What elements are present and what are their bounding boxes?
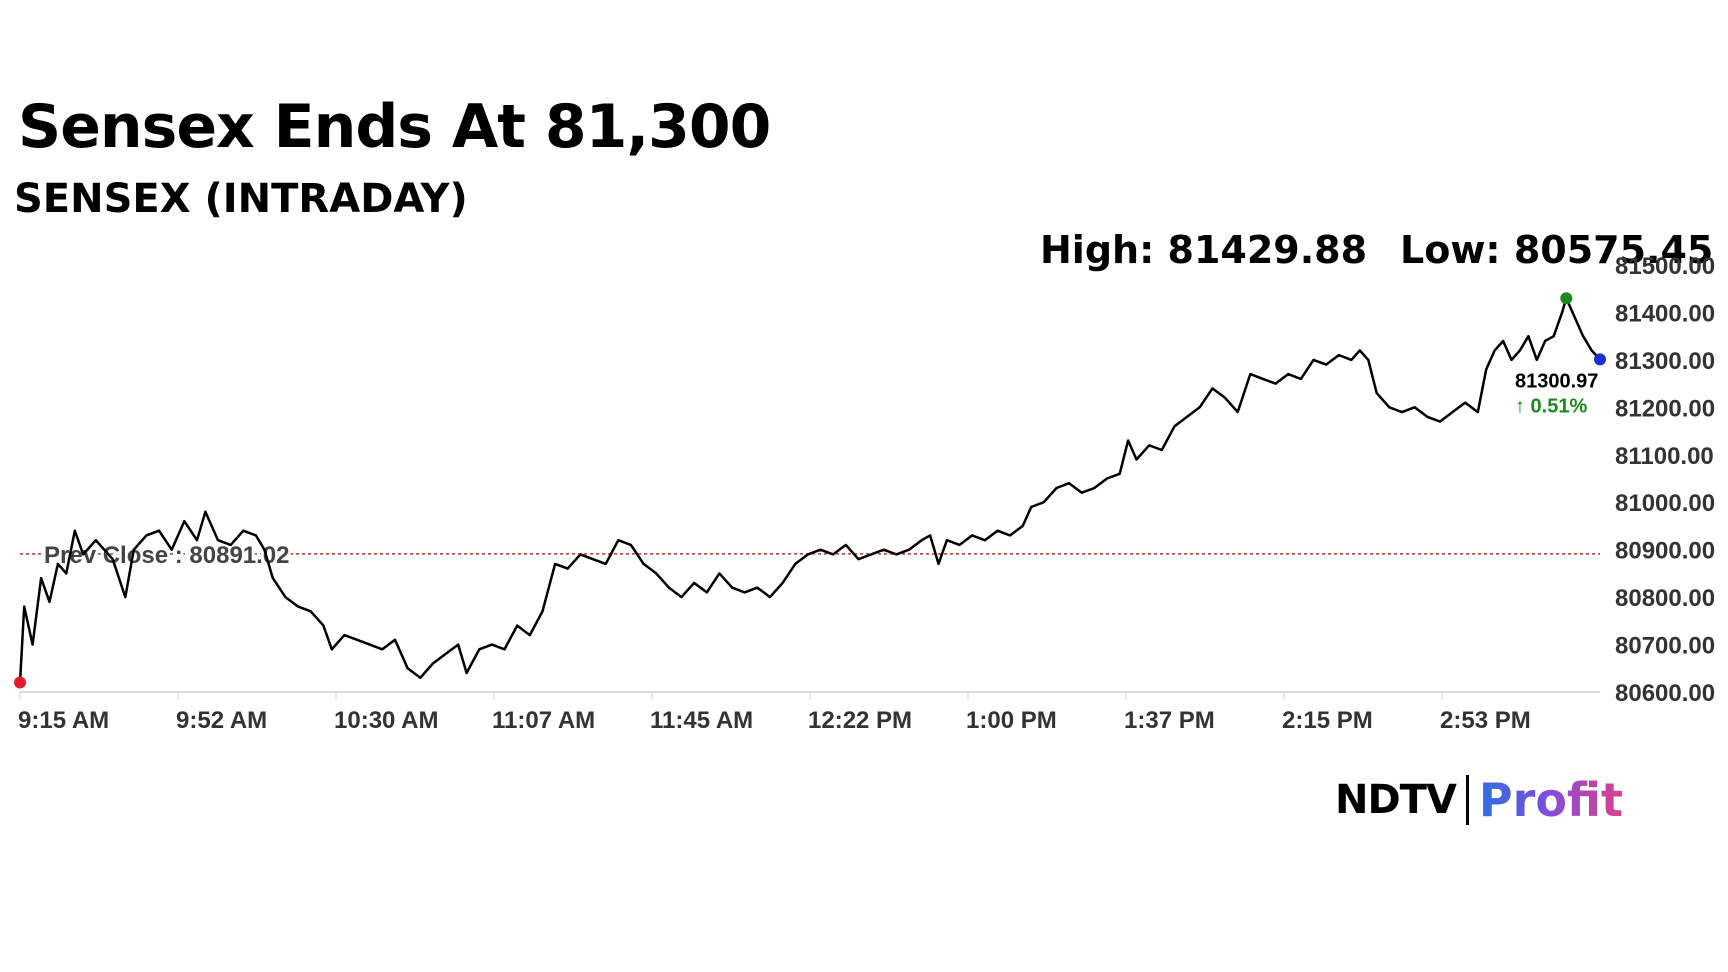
x-tick-label: 11:07 AM [492, 707, 595, 734]
y-tick-label: 81300.00 [1615, 348, 1715, 375]
y-tick-label: 81400.00 [1615, 300, 1715, 327]
low-value: Low: 80575.45 [1400, 228, 1714, 272]
x-axis: 9:15 AM 9:52 AM 10:30 AM 11:07 AM 11:45 AM 12… [18, 692, 1531, 734]
y-tick-label: 81500.00 [1615, 253, 1715, 280]
x-tick-label: 10:30 AM [334, 707, 438, 734]
y-tick-label: 80800.00 [1615, 585, 1715, 612]
logo-ndtv: NDTV [1335, 777, 1457, 823]
logo-divider [1465, 775, 1469, 825]
y-tick-label: 80700.00 [1615, 633, 1715, 660]
last-marker [1594, 353, 1606, 366]
y-tick-label: 81100.00 [1615, 443, 1714, 470]
logo-profit: Profit [1478, 773, 1624, 827]
x-tick-label: 11:45 AM [650, 707, 753, 734]
x-tick-label: 1:37 PM [1124, 707, 1215, 734]
change-label: ↑ 0.51% [1515, 395, 1587, 417]
y-tick-label: 80900.00 [1615, 538, 1715, 565]
x-tick-label: 12:22 PM [808, 707, 912, 734]
price-series-line [18, 297, 1601, 683]
x-tick-label: 9:15 AM [18, 707, 109, 734]
y-tick-label: 80600.00 [1615, 680, 1715, 707]
headline: Sensex Ends At 81,300 [18, 92, 771, 162]
y-tick-label: 81200.00 [1615, 395, 1715, 422]
x-tick-label: 2:15 PM [1282, 707, 1373, 734]
x-tick-label: 1:00 PM [966, 707, 1057, 734]
x-tick-label: 2:53 PM [1440, 707, 1531, 734]
ndtv-profit-logo: NDTV Profit [1335, 772, 1623, 828]
chart-subtitle: SENSEX (INTRADAY) [14, 176, 468, 222]
x-tick-label: 9:52 AM [176, 707, 267, 734]
high-value: High: 81429.88 [1040, 228, 1368, 272]
y-axis: 81500.00 81400.00 81300.00 81200.00 81100.00… [1615, 253, 1715, 707]
start-marker [14, 676, 26, 689]
y-tick-label: 81000.00 [1615, 490, 1715, 517]
high-marker [1560, 292, 1573, 305]
last-value-label: 81300.97 [1515, 370, 1598, 392]
